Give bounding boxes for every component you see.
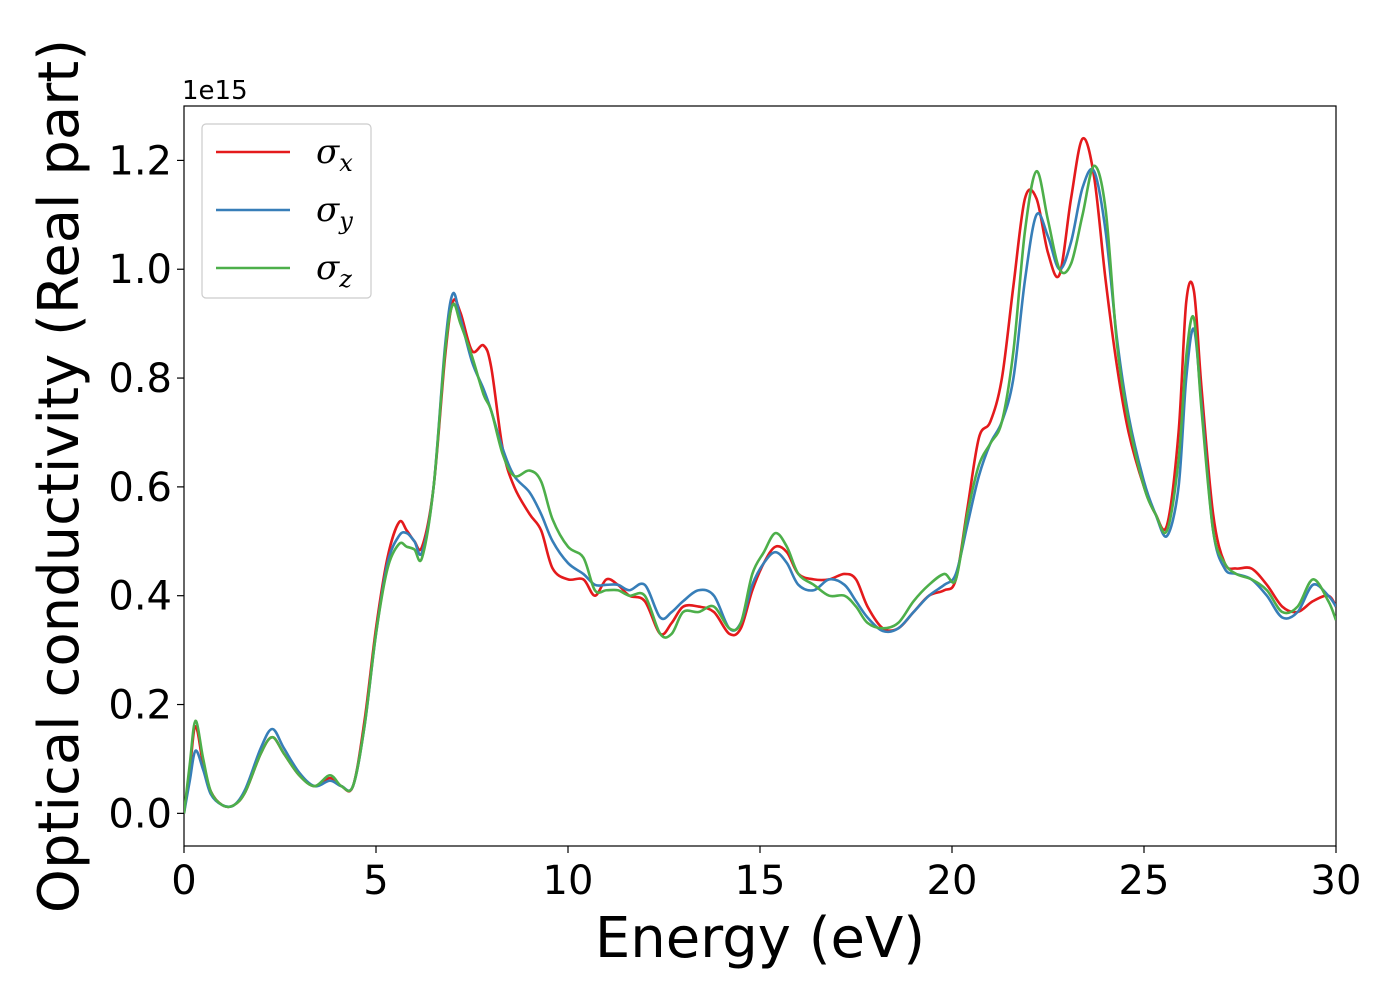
- series-layer: [184, 136, 1336, 814]
- x-tick-label: 30: [1311, 858, 1362, 904]
- y-tick-label: 0.8: [108, 356, 172, 402]
- legend-label-z: σz: [316, 248, 352, 293]
- y-tick-label: 0.6: [108, 465, 172, 511]
- series-line-z: [184, 164, 1336, 814]
- legend: σx σy σz: [201, 123, 372, 299]
- x-tick-label: 15: [735, 858, 786, 904]
- x-axis: 0 5 10 15 20 25 30: [171, 846, 1361, 904]
- x-tick-label: 5: [363, 858, 388, 904]
- x-tick-label: 25: [1119, 858, 1170, 904]
- y-axis: 0.0 0.2 0.4 0.6 0.8 1.0 1.2: [108, 138, 184, 837]
- y-tick-label: 0.0: [108, 791, 172, 837]
- y-tick-label: 1.0: [108, 247, 172, 293]
- y-offset-label: 1e15: [182, 76, 248, 106]
- legend-label-x: σx: [316, 132, 353, 177]
- y-tick-label: 0.2: [108, 683, 172, 729]
- y-tick-label: 1.2: [108, 138, 172, 184]
- plot-area: [183, 105, 1337, 847]
- x-tick-label: 20: [927, 858, 978, 904]
- y-tick-label: 0.4: [108, 574, 172, 620]
- legend-label-y: σy: [316, 190, 353, 235]
- x-tick-label: 10: [543, 858, 594, 904]
- x-tick-label: 0: [171, 858, 196, 904]
- x-axis-title: Energy (eV): [595, 906, 925, 971]
- y-axis-title: Optical conductivity (Real part): [27, 39, 92, 913]
